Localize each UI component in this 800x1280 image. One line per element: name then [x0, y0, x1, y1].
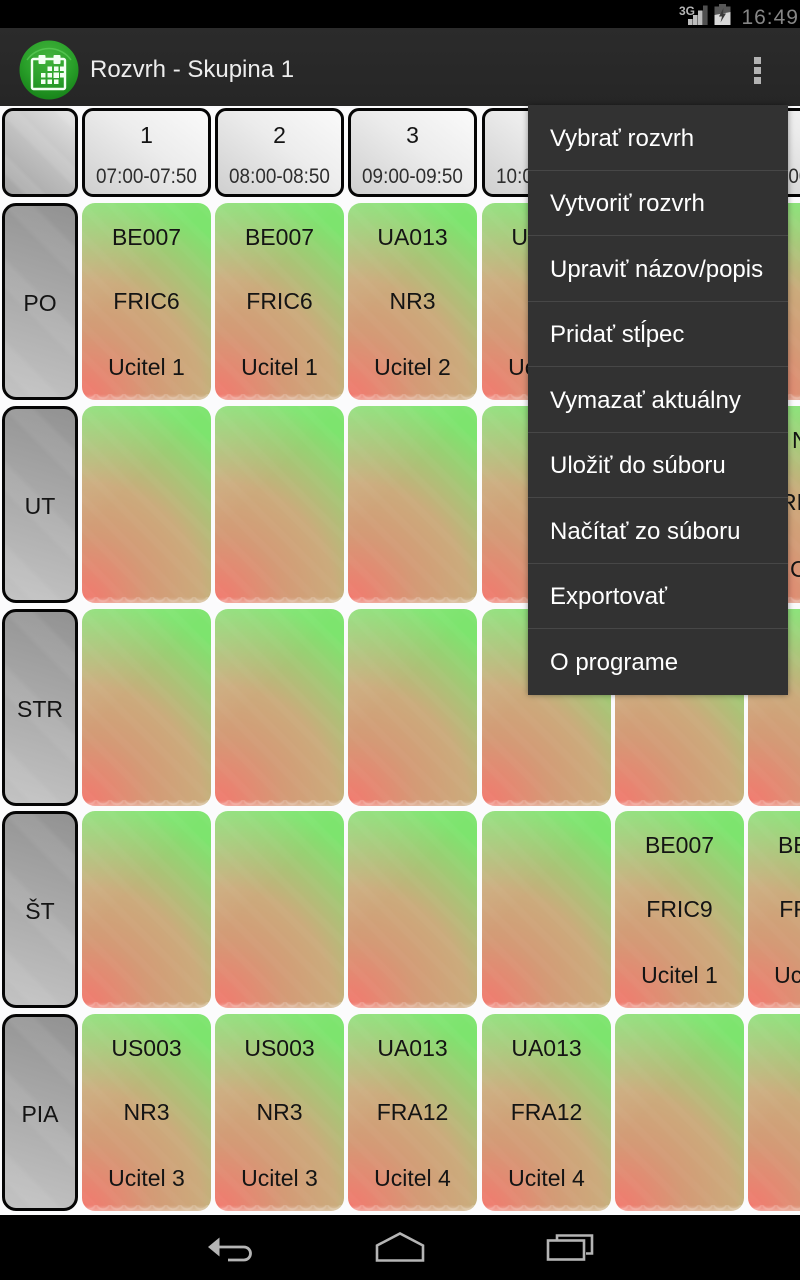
svg-text:3G: 3G — [679, 4, 695, 18]
